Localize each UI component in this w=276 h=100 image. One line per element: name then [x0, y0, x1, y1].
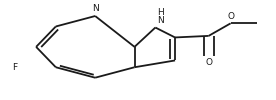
Text: O: O [205, 58, 212, 67]
Text: O: O [227, 12, 234, 21]
Text: F: F [12, 63, 18, 72]
Text: N: N [92, 4, 99, 13]
Text: H
N: H N [157, 8, 164, 25]
